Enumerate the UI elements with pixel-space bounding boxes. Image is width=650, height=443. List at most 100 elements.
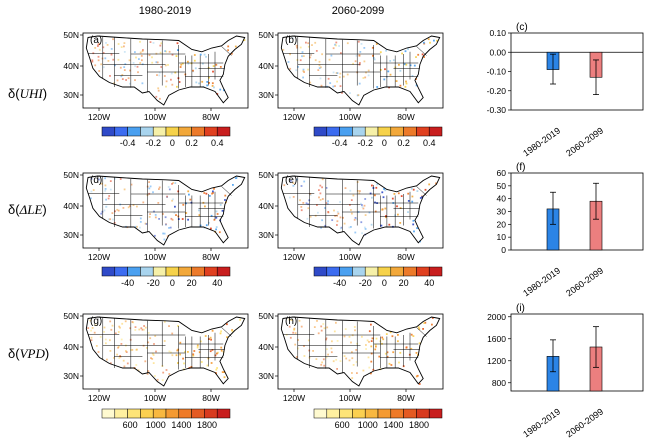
map-cell <box>139 51 142 54</box>
map-cell <box>135 56 137 59</box>
map-cell <box>150 357 152 359</box>
map-cell <box>342 216 344 219</box>
colorbar-cell <box>152 126 167 137</box>
map-cell <box>300 209 303 212</box>
map-cell <box>167 64 169 66</box>
map-cell <box>352 364 355 366</box>
row-label-uhi: δ(UHI) <box>8 86 47 101</box>
map-cell <box>154 335 157 337</box>
map-cell <box>141 328 144 331</box>
panel-tag: (h) <box>285 316 297 327</box>
map-cell <box>415 56 417 58</box>
map-cell <box>117 346 119 349</box>
map-cell <box>134 51 136 53</box>
map-cell <box>164 216 167 219</box>
map-cell <box>365 71 367 74</box>
colorbar-cell <box>416 126 430 137</box>
map-cell <box>146 185 149 188</box>
map-cell <box>423 322 426 324</box>
map-cell <box>210 227 212 230</box>
map-cell <box>149 337 152 340</box>
colorbar-label: 0.2 <box>185 138 198 148</box>
row-label-prefix: δ( <box>8 346 20 361</box>
y-tick-label: 0 <box>501 245 506 255</box>
map-cell <box>106 44 109 46</box>
map-cell <box>385 216 387 219</box>
map-cell <box>344 187 347 189</box>
map-cell <box>342 75 345 78</box>
map-cell <box>189 198 192 201</box>
map-cell <box>407 192 410 195</box>
map-cell <box>373 58 376 61</box>
map-cell <box>205 55 207 58</box>
map-cell <box>369 192 372 195</box>
map-cell <box>129 82 131 85</box>
map-cell <box>185 202 187 205</box>
map-cell <box>358 54 361 56</box>
map-cell <box>149 41 152 43</box>
map-cell <box>385 215 387 217</box>
map-cell <box>208 195 211 197</box>
map-cell <box>143 325 145 327</box>
map-cell <box>105 198 107 201</box>
colorbar-label: 0.4 <box>211 138 224 148</box>
map-cell <box>107 197 110 200</box>
map-cell <box>171 183 173 185</box>
map-cell <box>395 80 398 82</box>
map-cell <box>176 85 178 88</box>
map-cell <box>411 200 414 203</box>
colorbar-cell <box>326 266 340 277</box>
map-cell <box>187 190 190 193</box>
map-cell <box>154 234 156 237</box>
map-cell <box>353 326 356 328</box>
map-cell <box>90 339 93 342</box>
map-cell <box>299 199 301 202</box>
map-cell <box>177 190 180 193</box>
map-cell <box>292 184 295 187</box>
colorbar-label: 1400 <box>171 420 191 430</box>
map-cell <box>95 345 98 347</box>
map-cell <box>296 46 298 49</box>
map-cell <box>339 216 342 219</box>
map-cell <box>171 199 173 202</box>
map-cell <box>136 65 139 68</box>
colorbar-cell <box>114 266 128 277</box>
colorbar-label: -20 <box>147 278 160 288</box>
map-cell <box>97 55 100 58</box>
colorbar-label: -40 <box>333 278 346 288</box>
map-cell <box>423 56 425 58</box>
map-cell <box>209 336 212 339</box>
map-cell <box>357 94 360 96</box>
map-cell <box>364 226 366 229</box>
map-cell <box>113 222 116 224</box>
colorbar-label: 600 <box>123 420 138 430</box>
map-cell <box>223 371 226 373</box>
map-cell <box>385 49 387 52</box>
colorbar-cell <box>403 408 417 419</box>
map-cell <box>134 65 137 68</box>
map-cell <box>412 188 415 191</box>
plot-frame <box>510 172 644 251</box>
map-cell <box>411 195 414 198</box>
map-cell <box>213 86 215 89</box>
map-cell <box>151 56 153 59</box>
lat-label: 50N <box>258 30 274 40</box>
map-cell <box>90 197 92 200</box>
map-cell <box>332 360 335 363</box>
map-cell <box>104 338 107 341</box>
country-outline <box>85 175 246 246</box>
map-cell <box>423 41 425 44</box>
map-cell <box>372 368 375 371</box>
map-cell <box>354 231 357 234</box>
map-cell <box>334 85 336 87</box>
map-cell <box>307 339 310 342</box>
lat-label: 50N <box>258 170 274 180</box>
map-cell <box>168 50 171 53</box>
map-cell <box>231 329 233 331</box>
map-cell <box>108 195 111 197</box>
colorbar-cell <box>364 126 379 137</box>
map-cell <box>413 64 416 67</box>
map-cell <box>163 320 166 323</box>
colorbar-cell <box>313 408 328 419</box>
colorbar-cell <box>326 408 340 419</box>
